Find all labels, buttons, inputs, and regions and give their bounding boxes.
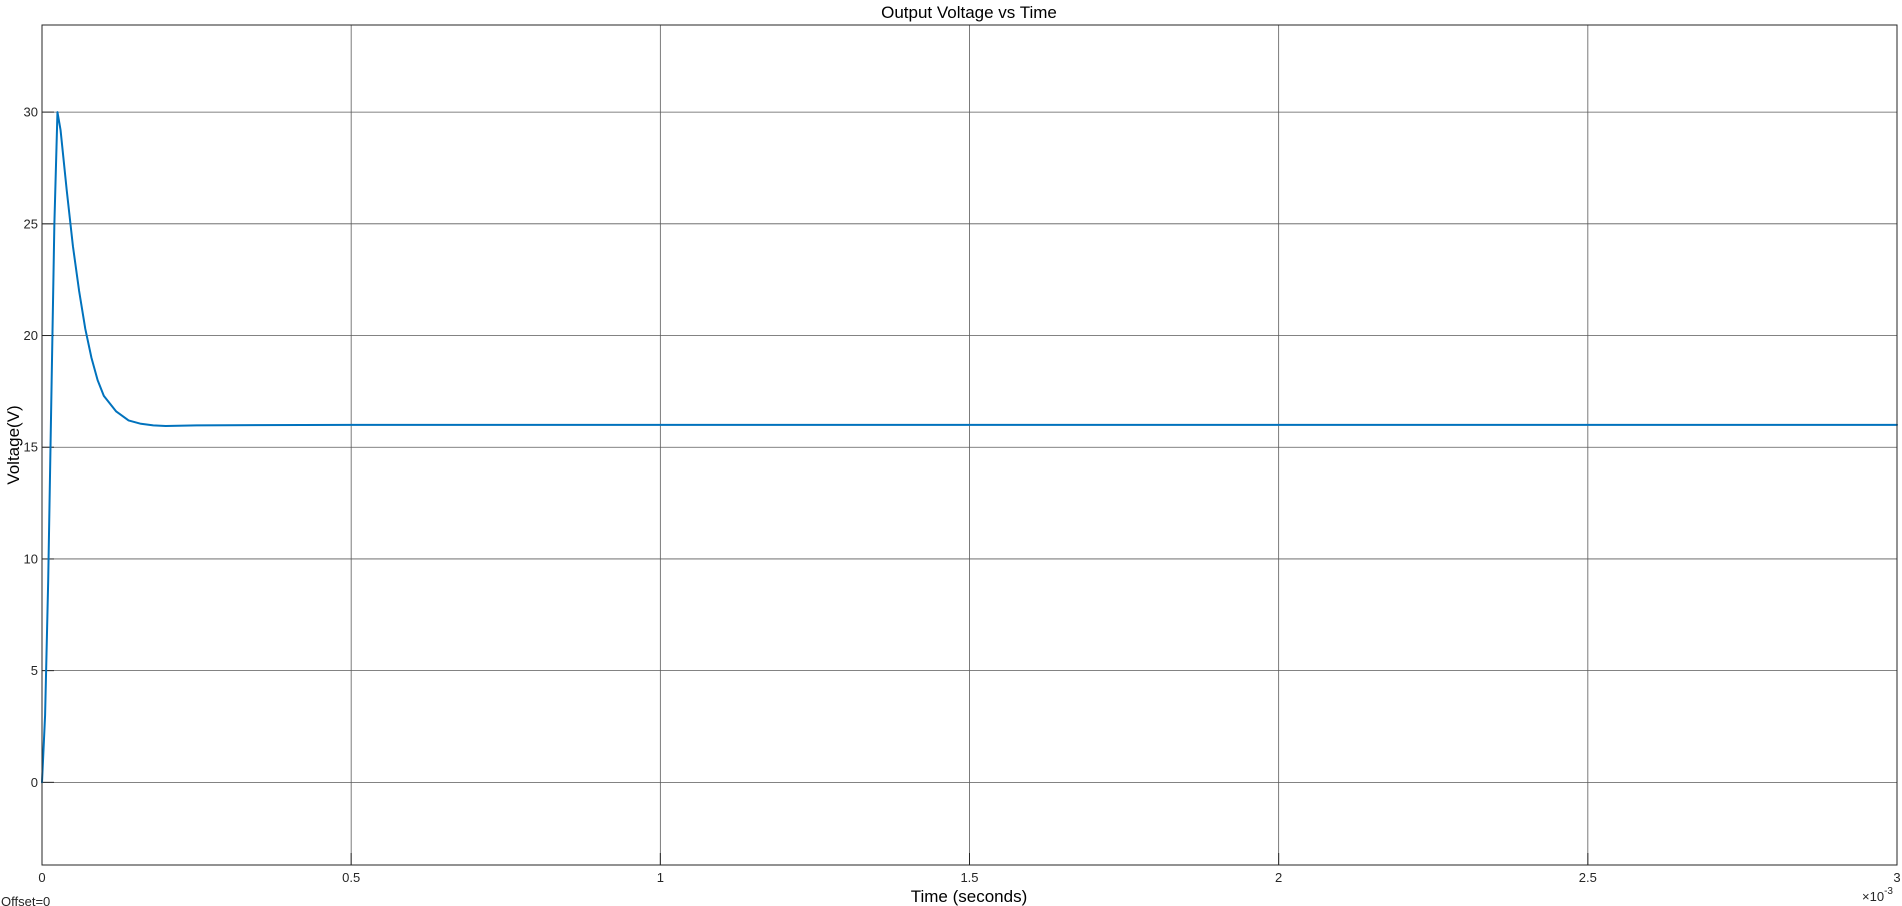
x-tick-labels: 0 0.5 1 1.5 2 2.5 3 — [38, 870, 1900, 885]
y-tick-label: 0 — [31, 775, 38, 790]
series-line-0 — [41, 111, 1898, 784]
series-layer — [41, 111, 1898, 784]
y-tick-label: 10 — [24, 551, 38, 566]
plot-frame — [41, 24, 1898, 866]
x-tick-label: 1.5 — [960, 870, 978, 885]
y-axis-label: Voltage(V) — [4, 405, 23, 484]
y-tick-label: 5 — [31, 663, 38, 678]
x-tick-label: 2.5 — [1579, 870, 1597, 885]
x-multiplier-exponent: -3 — [1884, 886, 1893, 897]
y-tick-label: 20 — [24, 328, 38, 343]
x-tick-label: 2 — [1275, 870, 1282, 885]
x-multiplier-base: ×10 — [1862, 889, 1884, 904]
x-tick-label: 0.5 — [342, 870, 360, 885]
y-tick-label: 25 — [24, 216, 38, 231]
y-tick-labels: 0 5 10 15 20 25 30 — [24, 105, 38, 790]
x-tick-label: 0 — [38, 870, 45, 885]
x-tick-label: 3 — [1893, 870, 1900, 885]
y-tick-label: 15 — [24, 440, 38, 455]
offset-label: Offset=0 — [1, 894, 50, 906]
chart-title: Output Voltage vs Time — [881, 3, 1057, 22]
x-tick-label: 1 — [657, 870, 664, 885]
grid — [41, 25, 1898, 865]
y-tick-label: 30 — [24, 105, 38, 120]
x-axis-label: Time (seconds) — [911, 887, 1028, 906]
x-multiplier: ×10-3 — [1862, 886, 1893, 904]
